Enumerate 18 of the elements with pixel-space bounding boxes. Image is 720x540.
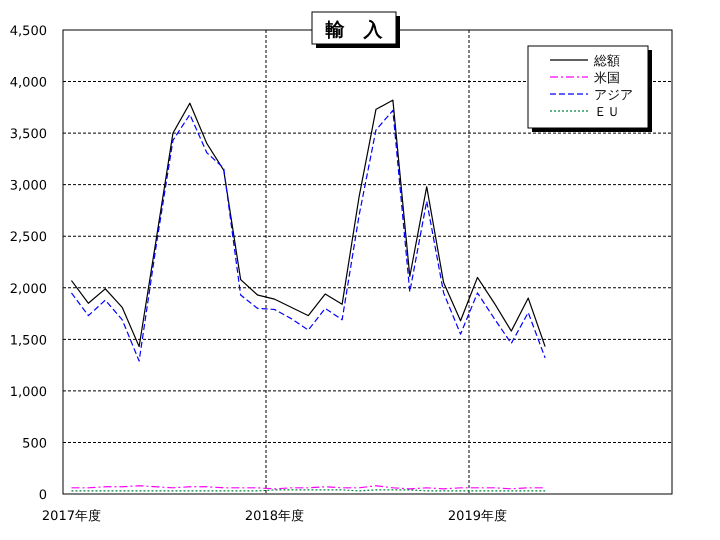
y-tick-label: 0 [38,488,47,503]
y-tick-label: 2,500 [10,230,47,246]
legend-label: アジア [594,88,633,103]
y-tick-label: 1,500 [10,333,47,348]
y-tick-label: 3,500 [10,127,47,142]
y-tick-label: 500 [22,436,47,452]
y-tick-label: 4,500 [10,24,47,39]
y-tick-label: 4,000 [10,76,47,91]
x-tick-label: 2019年度 [448,508,508,524]
legend-label: 米国 [594,71,620,86]
y-tick-label: 2,000 [10,282,47,297]
legend-label: 総額 [593,54,620,69]
x-tick-label: 2018年度 [244,508,304,524]
x-tick-label: 2017年度 [42,508,102,524]
y-tick-label: 3,000 [10,178,47,194]
legend-label: ＥＵ [594,105,620,120]
y-tick-label: 1,000 [10,384,47,400]
chart-title: 輸 入 [324,19,384,41]
